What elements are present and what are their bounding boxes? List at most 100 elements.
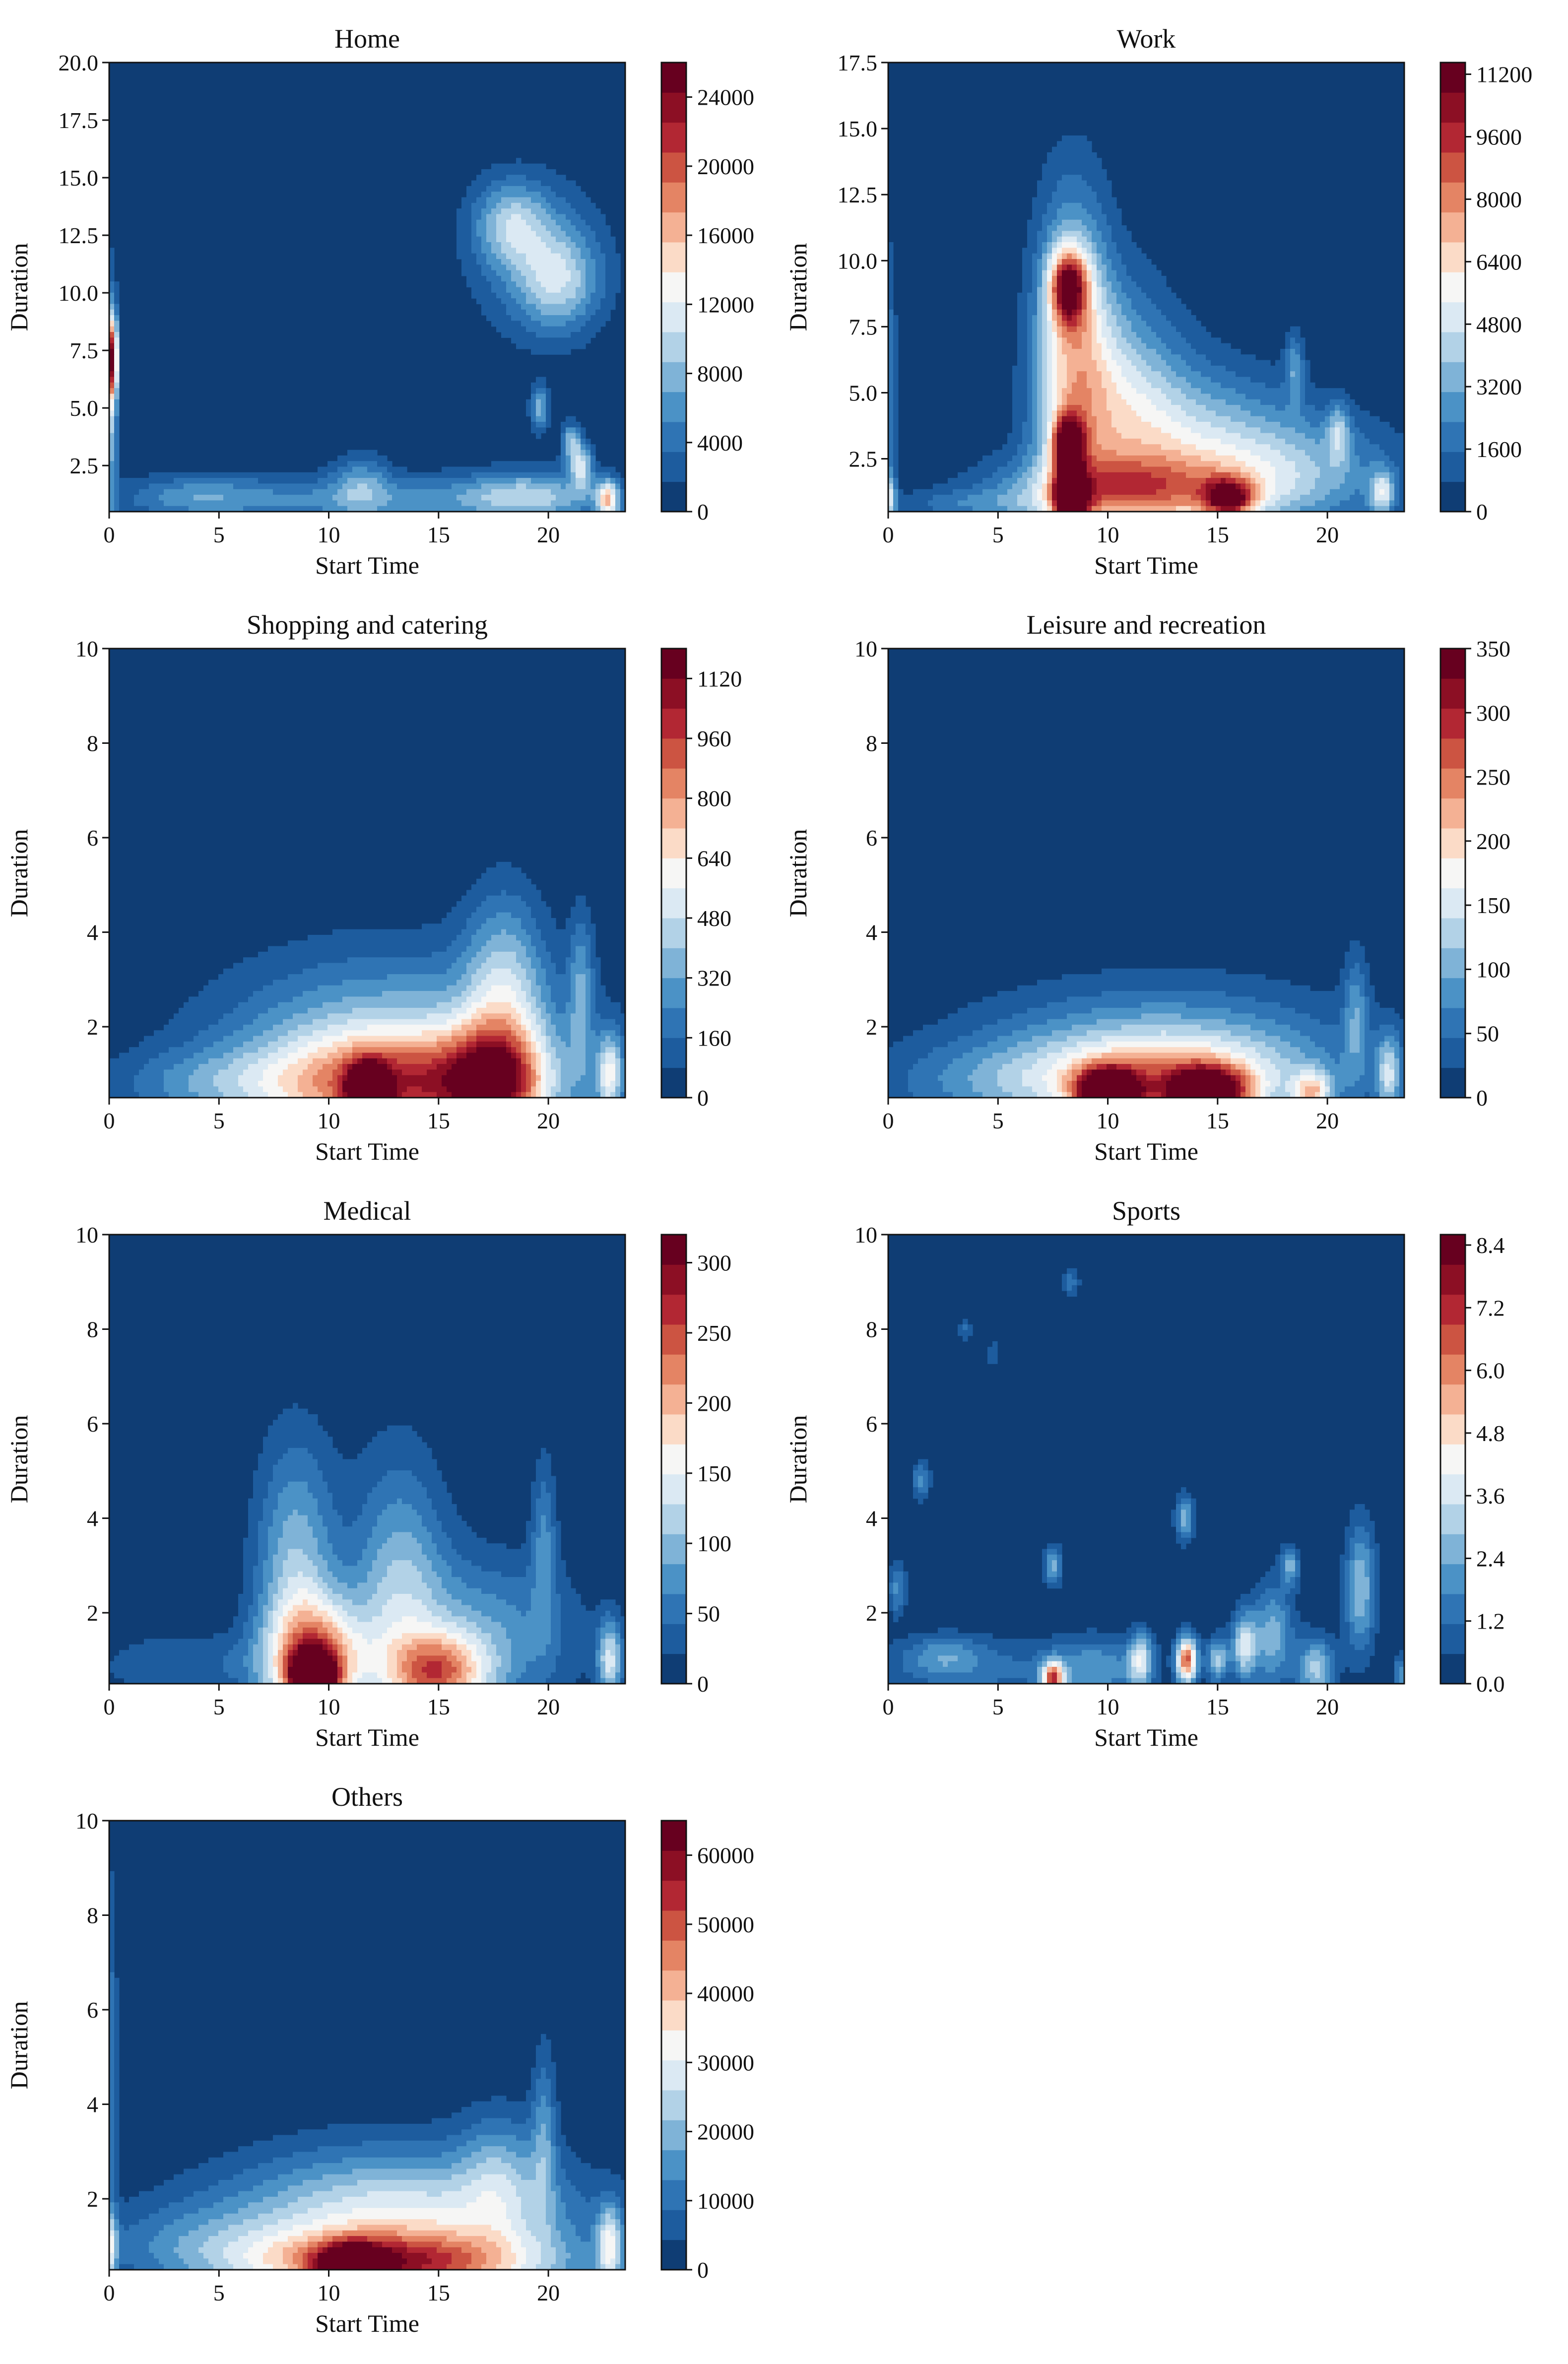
heatmap-cell bbox=[481, 175, 487, 181]
heatmap-cell bbox=[447, 506, 452, 512]
heatmap-cell bbox=[536, 202, 541, 209]
heatmap-cell bbox=[1131, 259, 1137, 265]
heatmap-cell bbox=[1126, 399, 1132, 405]
heatmap-cell bbox=[576, 264, 581, 271]
heatmap-cell bbox=[968, 495, 973, 501]
heatmap-cell bbox=[1156, 348, 1162, 355]
heatmap-cell bbox=[1389, 455, 1395, 461]
heatmap-cell bbox=[357, 483, 363, 490]
heatmap-cell bbox=[1166, 405, 1172, 411]
heatmap-cell bbox=[571, 292, 576, 299]
heatmap-cell bbox=[1241, 371, 1246, 378]
heatmap-cell bbox=[1087, 326, 1092, 332]
heatmap-cell bbox=[1305, 399, 1310, 405]
heatmap-cell bbox=[551, 180, 556, 187]
heatmap-cell bbox=[1022, 343, 1028, 349]
heatmap-cell bbox=[1151, 388, 1157, 394]
heatmap-cell bbox=[1275, 360, 1281, 366]
heatmap-cell bbox=[109, 365, 115, 372]
heatmap-cell bbox=[1136, 315, 1142, 321]
heatmap-cell bbox=[1231, 422, 1236, 428]
heatmap-cell bbox=[1121, 242, 1127, 248]
colorbar-band bbox=[661, 302, 686, 332]
heatmap-cell bbox=[1082, 315, 1087, 321]
heatmap-cell bbox=[1052, 455, 1057, 461]
heatmap-cell bbox=[1111, 259, 1117, 265]
heatmap-cell bbox=[1285, 377, 1291, 383]
heatmap-cell bbox=[546, 231, 551, 237]
heatmap-cell bbox=[1057, 264, 1062, 271]
heatmap-cell bbox=[1146, 275, 1152, 282]
heatmap-cell bbox=[1017, 332, 1023, 338]
heatmap-cell bbox=[203, 483, 209, 490]
heatmap-cell bbox=[1047, 208, 1052, 215]
heatmap-cell bbox=[1107, 292, 1112, 299]
heatmap-cell bbox=[159, 495, 164, 501]
heatmap-cell bbox=[536, 259, 541, 265]
heatmap-cell bbox=[1097, 422, 1102, 428]
heatmap-cell bbox=[521, 332, 526, 338]
heatmap-cell bbox=[1047, 287, 1052, 293]
heatmap-cell bbox=[1350, 450, 1355, 456]
heatmap-cell bbox=[1082, 337, 1087, 344]
heatmap-cell bbox=[313, 495, 318, 501]
heatmap-cell bbox=[491, 500, 497, 507]
heatmap-cell bbox=[1201, 478, 1206, 484]
heatmap-cell bbox=[501, 483, 507, 490]
heatmap-cell bbox=[1201, 455, 1206, 461]
heatmap-cell bbox=[1211, 371, 1216, 378]
heatmap-cell bbox=[1136, 450, 1142, 456]
heatmap-cell bbox=[1166, 461, 1172, 467]
heatmap-cell bbox=[466, 214, 472, 220]
heatmap-cell bbox=[1092, 175, 1097, 181]
heatmap-cell bbox=[531, 321, 536, 327]
heatmap-cell bbox=[963, 495, 968, 501]
heatmap-cell bbox=[1141, 343, 1147, 349]
heatmap-cell bbox=[511, 326, 517, 332]
heatmap-cell bbox=[982, 483, 988, 490]
heatmap-cell bbox=[208, 472, 214, 478]
heatmap-cell bbox=[1151, 360, 1157, 366]
heatmap-cell bbox=[541, 175, 546, 181]
heatmap-cell bbox=[1032, 202, 1038, 209]
heatmap-cell bbox=[1057, 175, 1062, 181]
heatmap-cell bbox=[1226, 466, 1231, 473]
heatmap-cell bbox=[968, 472, 973, 478]
heatmap-cell bbox=[109, 466, 115, 473]
heatmap-cell bbox=[392, 500, 397, 507]
heatmap-cell bbox=[1047, 180, 1052, 187]
heatmap-cell bbox=[1280, 433, 1286, 439]
heatmap-cell bbox=[1111, 382, 1117, 389]
heatmap-cell bbox=[228, 472, 234, 478]
heatmap-cell bbox=[511, 197, 517, 203]
heatmap-cell bbox=[1305, 444, 1310, 451]
heatmap-cell bbox=[1102, 202, 1107, 209]
heatmap-cell bbox=[511, 270, 517, 276]
heatmap-cell bbox=[1136, 281, 1142, 288]
heatmap-cell bbox=[1176, 500, 1181, 507]
heatmap-cell bbox=[521, 321, 526, 327]
heatmap-cell bbox=[1330, 472, 1335, 478]
heatmap-cell bbox=[1161, 438, 1167, 445]
heatmap-cell bbox=[1221, 461, 1226, 467]
heatmap-cell bbox=[1231, 377, 1236, 383]
heatmap-cell bbox=[978, 461, 983, 467]
heatmap-cell bbox=[1255, 466, 1261, 473]
heatmap-cell bbox=[109, 438, 115, 445]
heatmap-cell bbox=[1290, 348, 1296, 355]
heatmap-cell bbox=[605, 242, 611, 248]
heatmap-cell bbox=[1265, 394, 1271, 400]
heatmap-cell bbox=[1141, 253, 1147, 260]
heatmap-cell bbox=[1131, 332, 1137, 338]
heatmap-cell bbox=[576, 242, 581, 248]
heatmap-cell bbox=[352, 461, 358, 467]
heatmap-cell bbox=[1260, 461, 1266, 467]
heatmap-cell bbox=[114, 399, 120, 405]
heatmap-cell bbox=[526, 186, 531, 192]
heatmap-cell bbox=[501, 208, 507, 215]
heatmap-cell bbox=[506, 489, 512, 495]
heatmap-cell bbox=[1285, 444, 1291, 451]
heatmap-cell bbox=[1136, 287, 1142, 293]
heatmap-cell bbox=[610, 253, 616, 260]
